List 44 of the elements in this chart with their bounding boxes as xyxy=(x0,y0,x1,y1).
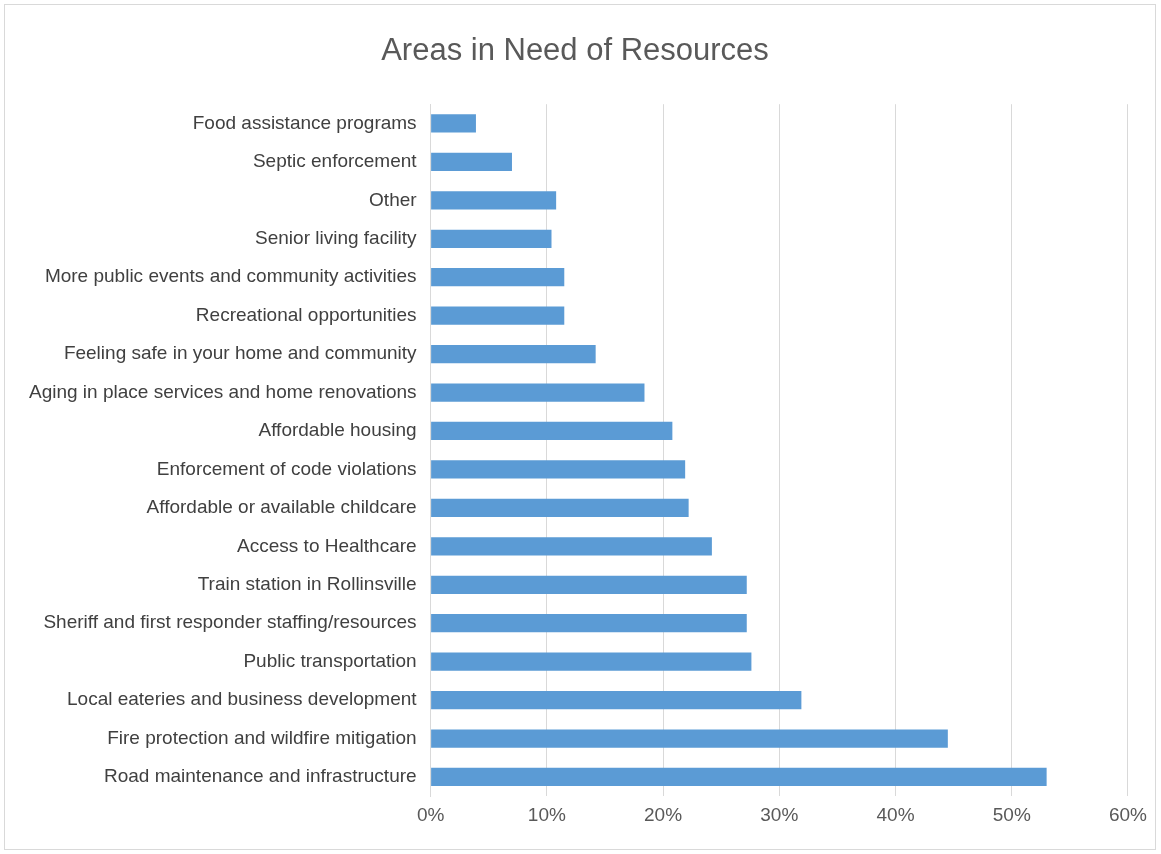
y-tick-label: Septic enforcement xyxy=(252,150,418,172)
bar xyxy=(431,191,557,210)
bar xyxy=(431,306,565,325)
chart-title: Areas in Need of Resources xyxy=(381,32,769,68)
x-tick-label: 60% xyxy=(1108,803,1148,825)
bar xyxy=(431,383,645,402)
bar xyxy=(431,421,673,441)
bar xyxy=(431,690,802,710)
y-tick-label: Recreational opportunities xyxy=(195,303,417,325)
x-tick-label: 10% xyxy=(527,803,566,825)
y-tick-label: Feeling safe in your home and community xyxy=(63,342,418,364)
bar xyxy=(431,537,712,556)
y-tick-label: Train station in Rollinsville xyxy=(197,572,417,594)
y-tick-label: Enforcement of code violations xyxy=(156,457,417,479)
x-tick-label: 0% xyxy=(416,803,445,825)
y-tick-label: Local eateries and business development xyxy=(66,688,418,710)
y-tick-label: Food assistance programs xyxy=(192,111,417,133)
bar xyxy=(431,652,752,671)
y-tick-label: Access to Healthcare xyxy=(237,534,417,556)
y-tick-label: Road maintenance and infrastructure xyxy=(103,765,417,787)
y-tick-label: Fire protection and wildfire mitigation xyxy=(107,726,417,748)
bar xyxy=(431,114,476,133)
x-tick-label: 20% xyxy=(644,803,683,825)
y-tick-label: More public events and community activities xyxy=(44,265,417,287)
y-tick-label: Sheriff and first responder staffing/resources xyxy=(43,611,417,633)
y-tick-label: Senior living facility xyxy=(255,226,418,248)
x-tick-label: 50% xyxy=(992,803,1031,825)
bar xyxy=(431,229,552,248)
bar xyxy=(431,152,512,171)
y-tick-label: Other xyxy=(369,188,418,210)
y-tick-label: Public transportation xyxy=(243,649,417,671)
y-tick-label: Affordable or available childcare xyxy=(146,496,417,518)
y-tick-label: Aging in place services and home renovations xyxy=(28,380,417,402)
bar xyxy=(431,344,596,364)
bar xyxy=(431,767,1047,787)
y-tick-label: Affordable housing xyxy=(258,419,417,441)
bar xyxy=(431,460,686,479)
bar xyxy=(431,614,747,633)
bar xyxy=(431,575,747,594)
bar xyxy=(431,268,565,287)
x-tick-label: 40% xyxy=(876,803,915,825)
bar xyxy=(431,729,948,748)
x-tick-label: 30% xyxy=(760,803,799,825)
bar xyxy=(431,498,689,517)
